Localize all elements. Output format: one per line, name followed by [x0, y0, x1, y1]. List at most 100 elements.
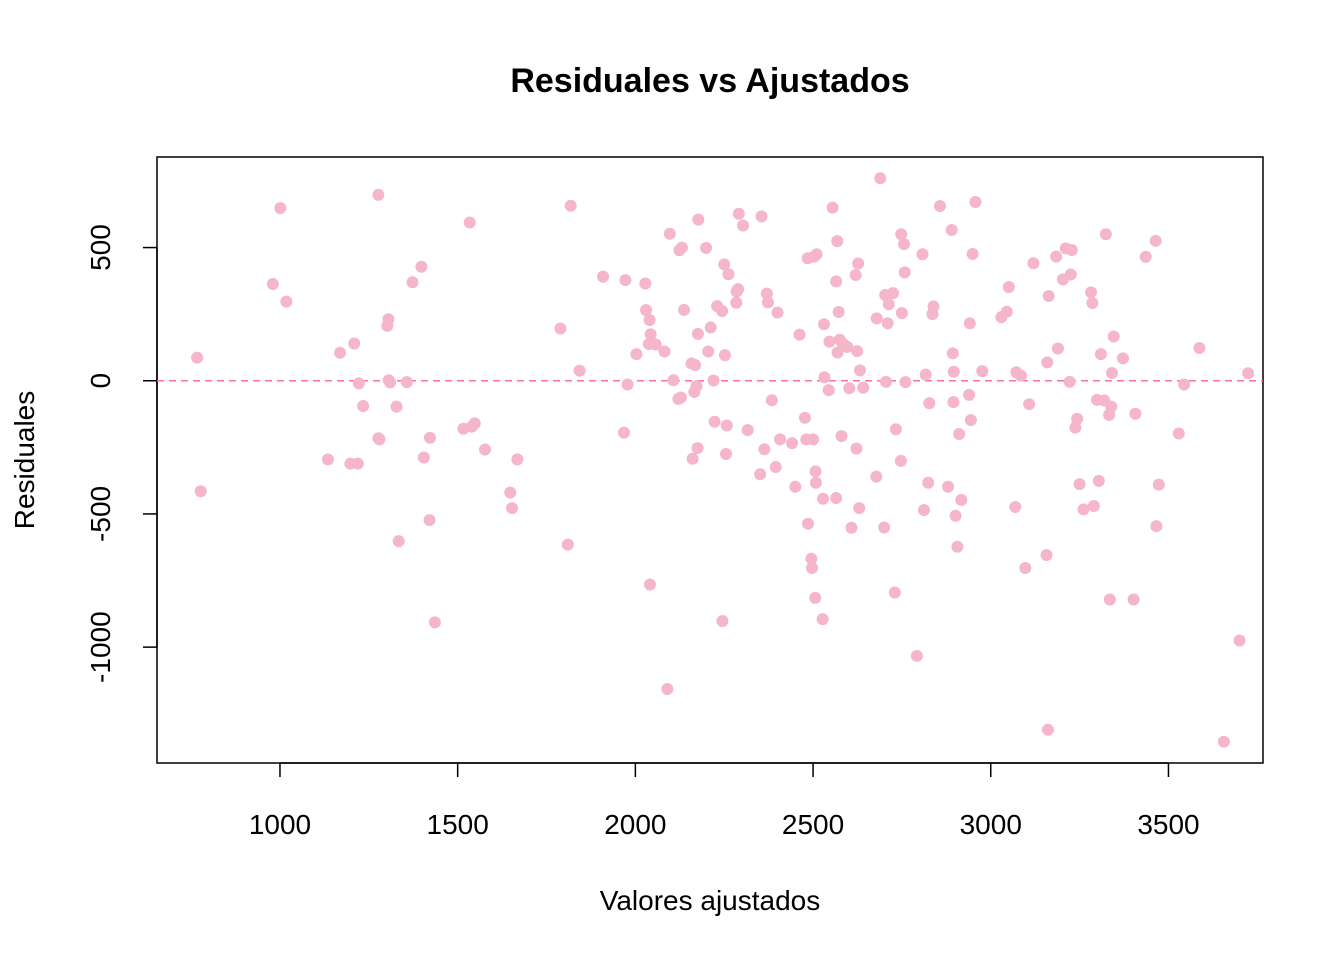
data-point	[1172, 427, 1185, 440]
data-point	[830, 491, 843, 504]
data-point	[348, 337, 361, 350]
data-point	[771, 306, 784, 319]
data-point	[382, 313, 395, 326]
data-point	[1178, 378, 1191, 391]
data-point	[774, 433, 787, 446]
data-point	[765, 394, 778, 407]
data-point	[643, 578, 656, 591]
data-point	[754, 468, 767, 481]
data-point	[1042, 290, 1055, 303]
data-point	[1152, 478, 1165, 491]
data-point	[1242, 367, 1255, 380]
x-axis-title: Valores ajustados	[600, 885, 821, 916]
data-point	[807, 433, 820, 446]
data-point	[463, 216, 476, 229]
data-point	[737, 219, 750, 232]
data-point	[649, 338, 662, 351]
data-point	[874, 172, 887, 185]
data-point	[945, 223, 958, 236]
data-point	[1009, 501, 1022, 514]
data-point	[417, 451, 430, 464]
data-point	[722, 268, 735, 281]
data-point	[640, 304, 653, 317]
data-point	[826, 201, 839, 214]
data-point	[845, 521, 858, 534]
y-axis-title: Residuales	[9, 391, 40, 530]
data-point	[1105, 367, 1118, 380]
data-point	[423, 514, 436, 527]
data-point	[798, 411, 811, 424]
data-point	[1014, 369, 1027, 382]
data-point	[716, 615, 729, 628]
data-point	[479, 443, 492, 456]
data-point	[857, 381, 870, 394]
data-point	[789, 480, 802, 493]
data-point	[691, 442, 704, 455]
data-point	[573, 364, 586, 377]
data-point	[969, 196, 982, 209]
data-point	[191, 351, 204, 364]
data-point	[1064, 268, 1077, 281]
data-point	[1065, 243, 1078, 256]
data-point	[280, 295, 293, 308]
data-point	[266, 278, 279, 291]
data-point	[719, 448, 732, 461]
data-point	[852, 257, 865, 270]
data-point	[818, 371, 831, 384]
y-tick-label: 500	[85, 224, 116, 271]
data-point	[1087, 499, 1100, 512]
data-point	[1000, 305, 1013, 318]
data-point	[1071, 412, 1084, 425]
data-point	[1139, 250, 1152, 263]
x-tick-label: 3000	[960, 809, 1022, 840]
data-point	[922, 476, 935, 489]
data-point	[793, 328, 806, 341]
data-point	[704, 321, 717, 334]
data-point	[621, 378, 634, 391]
y-tick-label: 0	[85, 373, 116, 389]
data-point	[506, 502, 519, 515]
data-point	[194, 485, 207, 498]
y-axis: -1000 -500 0 500	[85, 224, 158, 683]
data-point	[888, 586, 901, 599]
data-point	[843, 382, 856, 395]
data-point	[423, 431, 436, 444]
data-point	[769, 461, 782, 474]
data-point	[1077, 503, 1090, 516]
data-point	[816, 613, 829, 626]
data-point	[718, 349, 731, 362]
data-point	[1193, 341, 1206, 354]
data-point	[955, 493, 968, 506]
data-point	[966, 247, 979, 260]
data-point	[832, 306, 845, 319]
data-point	[702, 345, 715, 358]
data-point	[406, 276, 419, 289]
data-point	[942, 480, 955, 493]
data-point	[554, 322, 567, 335]
data-point	[1040, 548, 1053, 561]
data-point	[708, 415, 721, 428]
data-point	[661, 682, 674, 695]
y-tick-label: -1000	[85, 611, 116, 683]
data-point	[1023, 398, 1036, 411]
data-point	[644, 328, 657, 341]
data-point	[663, 227, 676, 240]
data-point	[853, 364, 866, 377]
data-point	[1129, 407, 1142, 420]
data-point	[805, 562, 818, 575]
data-point	[274, 202, 287, 215]
data-point	[881, 317, 894, 330]
data-point	[690, 380, 703, 393]
data-point	[321, 453, 334, 466]
data-point	[755, 210, 768, 223]
data-point	[831, 235, 844, 248]
data-point	[805, 552, 818, 565]
data-point	[895, 228, 908, 241]
data-points	[191, 172, 1255, 748]
data-point	[761, 296, 774, 309]
data-point	[392, 535, 405, 548]
data-point	[831, 346, 844, 359]
data-point	[730, 296, 743, 309]
data-point	[949, 509, 962, 522]
